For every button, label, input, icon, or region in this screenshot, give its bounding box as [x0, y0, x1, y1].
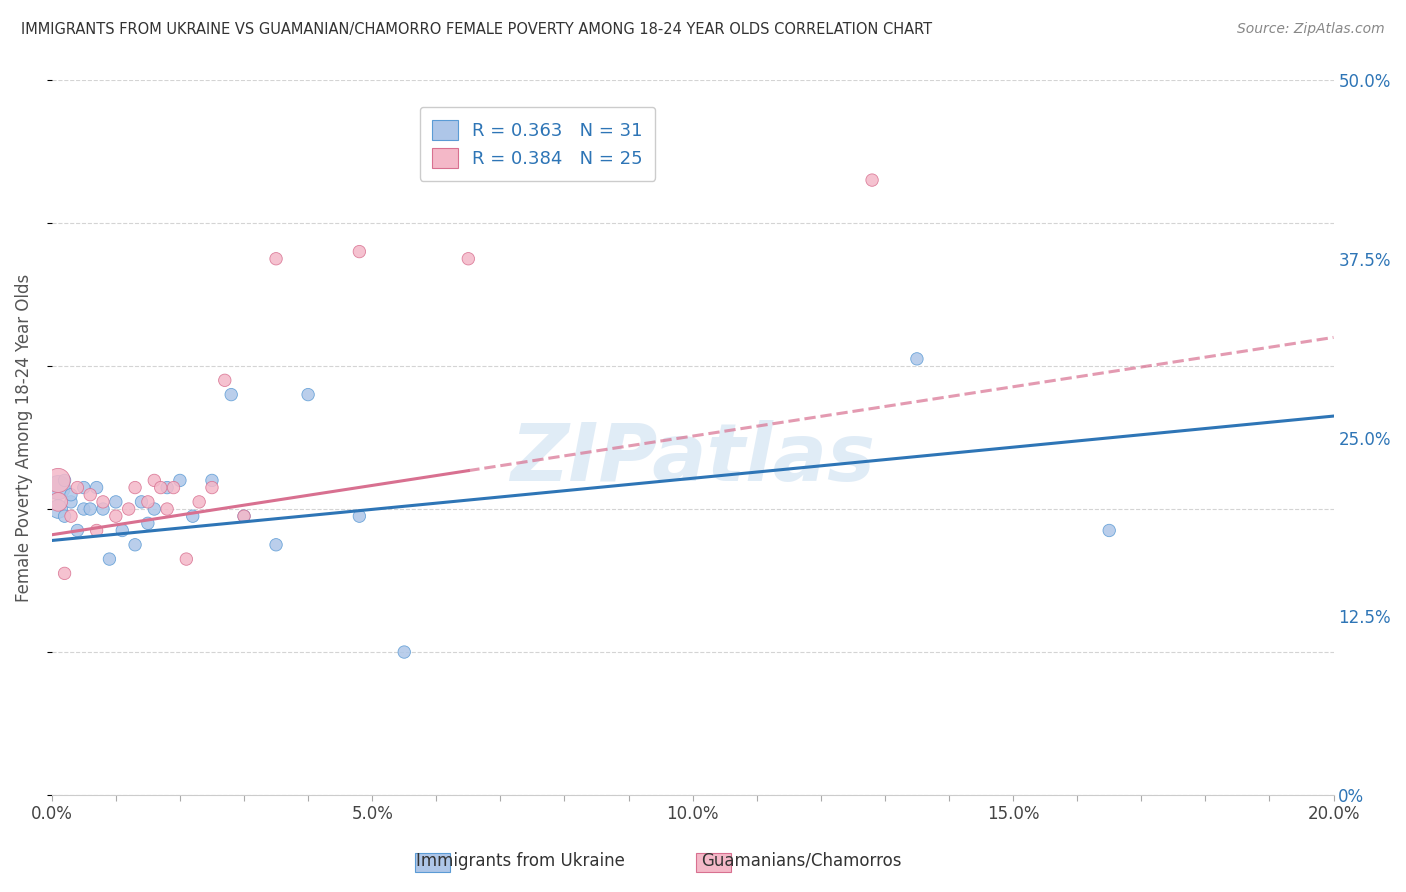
Text: Immigrants from Ukraine: Immigrants from Ukraine [416, 852, 624, 870]
Point [201, 481, 224, 495]
Point [233, 509, 256, 524]
Point [98, 552, 121, 566]
Point [46, 495, 69, 509]
Point [143, 502, 166, 516]
Point [264, 252, 287, 266]
Point [79, 502, 101, 516]
Point [349, 509, 371, 524]
Point [59, 488, 82, 502]
Point [131, 495, 153, 509]
Point [86, 524, 108, 538]
Point [905, 351, 928, 366]
Point [149, 481, 172, 495]
Point [394, 645, 416, 659]
Point [73, 481, 96, 495]
Point [46, 481, 69, 495]
Text: ZIPatlas: ZIPatlas [510, 420, 875, 498]
Text: Source: ZipAtlas.com: Source: ZipAtlas.com [1237, 22, 1385, 37]
Point [53, 566, 76, 581]
Point [91, 495, 114, 509]
Point [91, 502, 114, 516]
Point [136, 495, 159, 509]
Point [349, 244, 371, 259]
Point [860, 173, 883, 187]
Point [162, 481, 184, 495]
Point [214, 373, 236, 387]
Point [59, 509, 82, 524]
Point [457, 252, 479, 266]
Point [53, 474, 76, 488]
Point [86, 481, 108, 495]
Point [66, 524, 89, 538]
Point [124, 538, 146, 552]
Point [264, 538, 287, 552]
Text: Guamanians/Chamorros: Guamanians/Chamorros [702, 852, 901, 870]
Point [59, 495, 82, 509]
Point [124, 481, 146, 495]
Point [46, 474, 69, 488]
Point [201, 474, 224, 488]
Point [169, 474, 191, 488]
Point [181, 509, 204, 524]
Point [73, 502, 96, 516]
Point [104, 509, 127, 524]
Y-axis label: Female Poverty Among 18-24 Year Olds: Female Poverty Among 18-24 Year Olds [15, 273, 32, 601]
Point [46, 502, 69, 516]
Point [118, 502, 141, 516]
Point [156, 481, 179, 495]
Point [53, 509, 76, 524]
Point [136, 516, 159, 531]
Text: IMMIGRANTS FROM UKRAINE VS GUAMANIAN/CHAMORRO FEMALE POVERTY AMONG 18-24 YEAR OL: IMMIGRANTS FROM UKRAINE VS GUAMANIAN/CHA… [21, 22, 932, 37]
Point [233, 509, 256, 524]
Point [79, 488, 101, 502]
Point [104, 495, 127, 509]
Point [156, 502, 179, 516]
Point [111, 524, 134, 538]
Point [66, 481, 89, 495]
Legend: R = 0.363   N = 31, R = 0.384   N = 25: R = 0.363 N = 31, R = 0.384 N = 25 [419, 107, 655, 181]
Point [219, 387, 242, 401]
Point [297, 387, 319, 401]
Point [176, 552, 198, 566]
Point [1098, 524, 1121, 538]
Point [143, 474, 166, 488]
Point [188, 495, 211, 509]
